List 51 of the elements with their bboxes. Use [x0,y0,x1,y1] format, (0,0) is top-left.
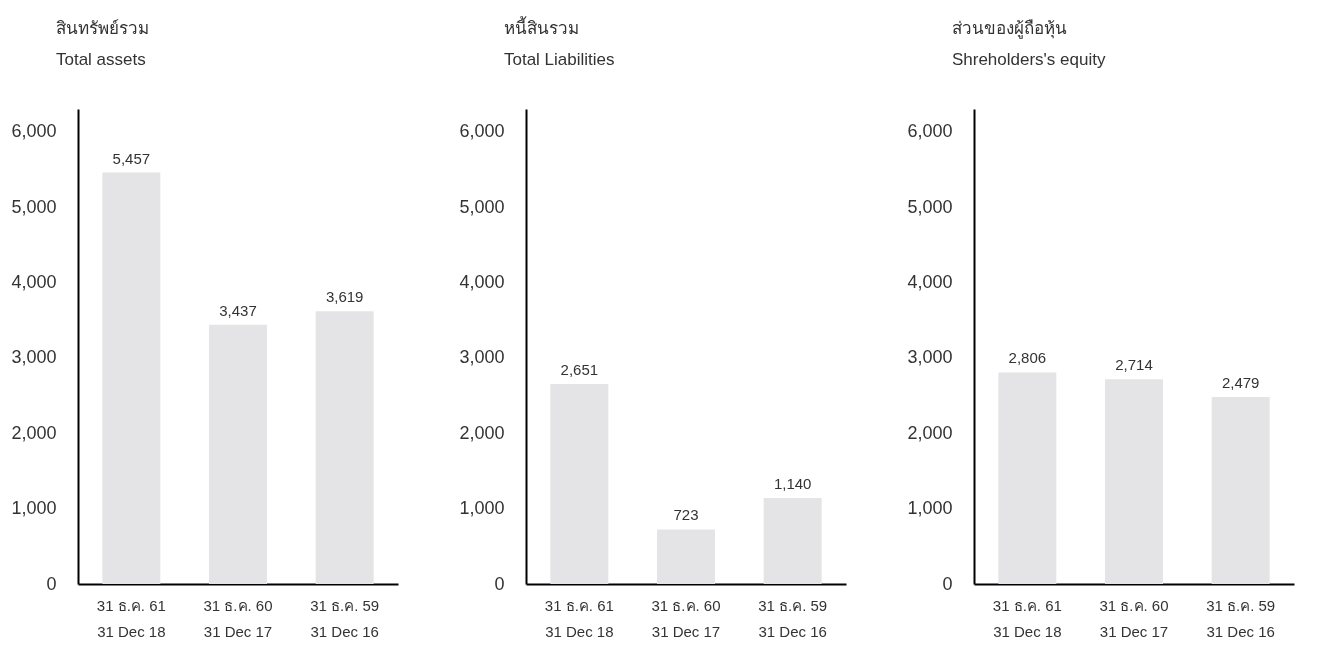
y-tick-label: 0 [46,573,57,594]
data-label: 3,619 [325,288,364,306]
data-label: 2,651 [560,361,599,379]
data-label: 5,457 [112,149,151,167]
data-label: 2,806 [1008,349,1047,367]
y-tick-label: 2,000 [907,422,953,443]
chart-subtitle: Shreholders's equity [951,50,1106,69]
bar [763,498,822,584]
bar [657,529,715,584]
y-tick-label: 1,000 [907,498,953,519]
data-label: 1,140 [773,475,812,493]
data-label: 2,479 [1221,374,1260,392]
y-tick-label: 3,000 [11,347,57,368]
chart-title: หนี้สินรวม [503,16,579,38]
chart-title: สินทรัพย์รวม [55,19,149,38]
x-tick-label: 31 ธ.ค. 61 31 Dec 18 [96,596,166,640]
y-tick-label: 3,000 [907,347,953,368]
bar [102,172,161,584]
chart-subtitle: Total Liabilities [503,50,615,69]
y-tick-label: 1,000 [459,498,505,519]
y-tick-label: 6,000 [459,121,505,142]
x-tick-label: 31 ธ.ค. 59 31 Dec 16 [310,596,380,640]
y-tick-label: 4,000 [459,271,505,292]
data-label: 723 [673,506,699,524]
y-tick-label: 6,000 [907,121,953,142]
bar [315,311,374,584]
x-tick-label: 31 ธ.ค. 61 31 Dec 18 [544,596,614,640]
x-tick-label: 31 ธ.ค. 61 31 Dec 18 [992,596,1062,640]
x-tick-label: 31 ธ.ค. 59 31 Dec 16 [1206,596,1276,640]
bar [209,324,267,584]
chart-subtitle: Total assets [55,50,146,69]
y-tick-label: 0 [494,573,505,594]
x-tick-label: 31 ธ.ค. 60 31 Dec 17 [1099,596,1169,640]
y-tick-label: 5,000 [459,196,505,217]
y-tick-label: 2,000 [11,422,57,443]
y-tick-label: 5,000 [907,196,953,217]
x-tick-label: 31 ธ.ค. 59 31 Dec 16 [758,596,828,640]
x-tick-label: 31 ธ.ค. 60 31 Dec 17 [203,596,273,640]
bar [550,384,609,584]
x-tick-label: 31 ธ.ค. 60 31 Dec 17 [651,596,721,640]
y-tick-label: 4,000 [11,271,57,292]
chart-title: ส่วนของผู้ถือหุ้น [951,19,1067,39]
y-tick-label: 0 [942,573,953,594]
y-tick-label: 1,000 [11,498,57,519]
data-label: 3,437 [219,301,257,319]
data-label: 2,714 [1115,356,1153,374]
y-tick-label: 3,000 [459,347,505,368]
y-tick-label: 2,000 [459,422,505,443]
y-tick-label: 4,000 [907,271,953,292]
y-tick-label: 5,000 [11,196,57,217]
y-tick-label: 6,000 [11,121,57,142]
